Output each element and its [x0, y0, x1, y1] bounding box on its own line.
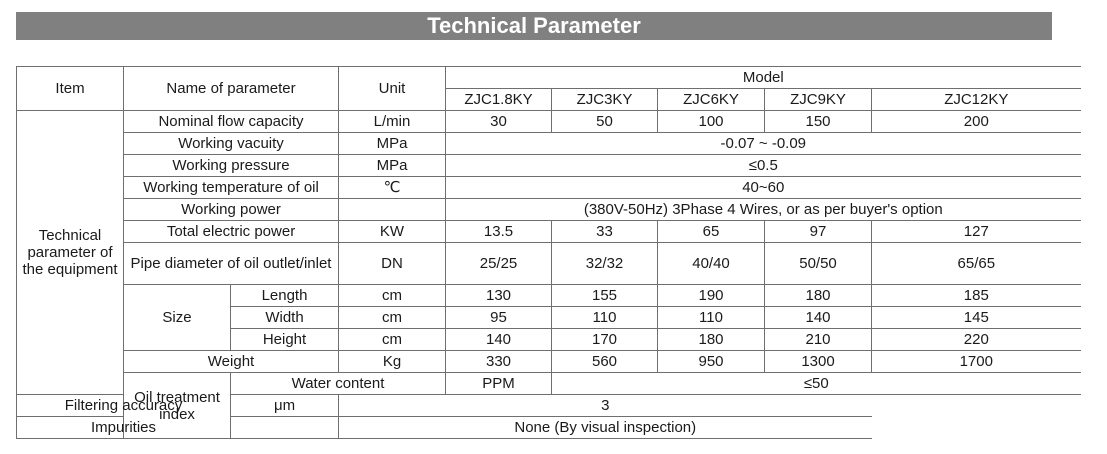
- param-value: 330: [445, 350, 553, 373]
- param-name: Width: [229, 306, 340, 329]
- param-name: Nominal flow capacity: [122, 110, 340, 133]
- param-value: 560: [551, 350, 659, 373]
- model-row: ZJC1.8KY ZJC3KY ZJC6KY ZJC9KY ZJC12KY: [17, 88, 1081, 111]
- param-value: 100: [657, 110, 766, 133]
- param-value: -0.07 ~ -0.09: [445, 132, 1081, 155]
- model-name: ZJC9KY: [764, 88, 873, 111]
- param-value: 50: [551, 110, 659, 133]
- param-value: ≤50: [551, 372, 1081, 395]
- table-row: Size Length cm 130 155 190 180 185: [17, 284, 1081, 351]
- page-title: Technical Parameter: [16, 12, 1052, 40]
- param-value: 110: [551, 306, 659, 329]
- table-row: Filtering accuracy μm 3: [16, 394, 1081, 417]
- param-unit: DN: [338, 242, 447, 285]
- param-value: 32/32: [551, 242, 659, 285]
- param-value: ≤0.5: [445, 154, 1081, 177]
- param-value: 3: [338, 394, 872, 417]
- table-row: Working power (380V-50Hz) 3Phase 4 Wires…: [17, 198, 1081, 221]
- model-name: ZJC3KY: [551, 88, 659, 111]
- header-item: Item: [16, 66, 124, 111]
- param-value: 210: [764, 328, 873, 351]
- header-name: Name of parameter: [122, 66, 340, 111]
- param-value: 185: [871, 284, 1081, 307]
- param-value: 65: [657, 220, 766, 243]
- param-value: 1300: [764, 350, 873, 373]
- param-unit: cm: [338, 328, 447, 351]
- param-value: (380V-50Hz) 3Phase 4 Wires, or as per bu…: [445, 198, 1081, 221]
- param-name: Weight: [122, 350, 340, 373]
- param-name: Working temperature of oil: [122, 176, 340, 199]
- param-value: 150: [764, 110, 873, 133]
- param-value: 95: [445, 306, 553, 329]
- param-value: 40~60: [445, 176, 1081, 199]
- param-unit: L/min: [338, 110, 447, 133]
- param-name: Total electric power: [122, 220, 340, 243]
- param-name: Pipe diameter of oil outlet/inlet: [122, 242, 340, 285]
- param-name: Impurities: [16, 416, 231, 439]
- param-unit: cm: [338, 284, 447, 307]
- param-value: 50/50: [764, 242, 873, 285]
- param-value: 140: [445, 328, 553, 351]
- param-value: 65/65: [871, 242, 1081, 285]
- param-value: 1700: [871, 350, 1081, 373]
- param-value: 145: [871, 306, 1081, 329]
- param-value: 97: [764, 220, 873, 243]
- param-name: Working pressure: [122, 154, 340, 177]
- group-technical: Technical parameter of the equipment: [16, 110, 124, 395]
- param-unit: KW: [338, 220, 447, 243]
- table-row: Working temperature of oil ℃ 40~60: [17, 176, 1081, 199]
- param-unit: MPa: [338, 132, 447, 155]
- size-label: Size: [123, 284, 231, 351]
- param-value: 950: [657, 350, 766, 373]
- table-row: Technical parameter of the equipment Nom…: [16, 110, 1081, 395]
- param-name: Height: [229, 328, 340, 351]
- param-value: None (By visual inspection): [338, 416, 872, 439]
- param-unit: Kg: [338, 350, 447, 373]
- header-model: Model: [445, 66, 1081, 89]
- param-unit: MPa: [338, 154, 447, 177]
- table-row: Total electric power KW 13.5 33 65 97 12…: [17, 220, 1081, 243]
- param-value: 13.5: [445, 220, 553, 243]
- param-value: 190: [657, 284, 766, 307]
- param-value: 127: [871, 220, 1081, 243]
- param-unit: [229, 416, 340, 439]
- param-value: 130: [445, 284, 553, 307]
- table-row: Working pressure MPa ≤0.5: [17, 154, 1081, 177]
- model-name: ZJC1.8KY: [445, 88, 553, 111]
- table-row: Weight Kg 330 560 950 1300 1700: [17, 350, 1081, 373]
- param-value: 40/40: [657, 242, 766, 285]
- param-name: Water content: [229, 372, 447, 395]
- param-value: 30: [445, 110, 553, 133]
- table-row: Working vacuity MPa -0.07 ~ -0.09: [17, 132, 1081, 155]
- table-row: Oil treatment index Water content PPM ≤5…: [17, 372, 1081, 439]
- param-value: 180: [657, 328, 766, 351]
- param-value: 110: [657, 306, 766, 329]
- technical-parameter-table: Item Name of parameter Unit Model ZJC1.8…: [16, 66, 1081, 439]
- model-name: ZJC6KY: [657, 88, 766, 111]
- param-value: 220: [871, 328, 1081, 351]
- param-unit: ℃: [338, 176, 447, 199]
- param-name: Working power: [122, 198, 340, 221]
- param-value: 140: [764, 306, 873, 329]
- table-row: Pipe diameter of oil outlet/inlet DN 25/…: [17, 242, 1081, 285]
- model-name: ZJC12KY: [871, 88, 1081, 111]
- param-value: 25/25: [445, 242, 553, 285]
- param-value: 33: [551, 220, 659, 243]
- param-value: 200: [871, 110, 1081, 133]
- param-value: 155: [551, 284, 659, 307]
- param-unit: PPM: [445, 372, 553, 395]
- param-value: 170: [551, 328, 659, 351]
- param-value: 180: [764, 284, 873, 307]
- param-unit: [338, 198, 447, 221]
- header-unit: Unit: [338, 66, 447, 111]
- param-unit: cm: [338, 306, 447, 329]
- param-name: Length: [229, 284, 340, 307]
- param-name: Working vacuity: [122, 132, 340, 155]
- param-unit: μm: [229, 394, 340, 417]
- header-row: Item Name of parameter Unit Model: [16, 66, 1081, 111]
